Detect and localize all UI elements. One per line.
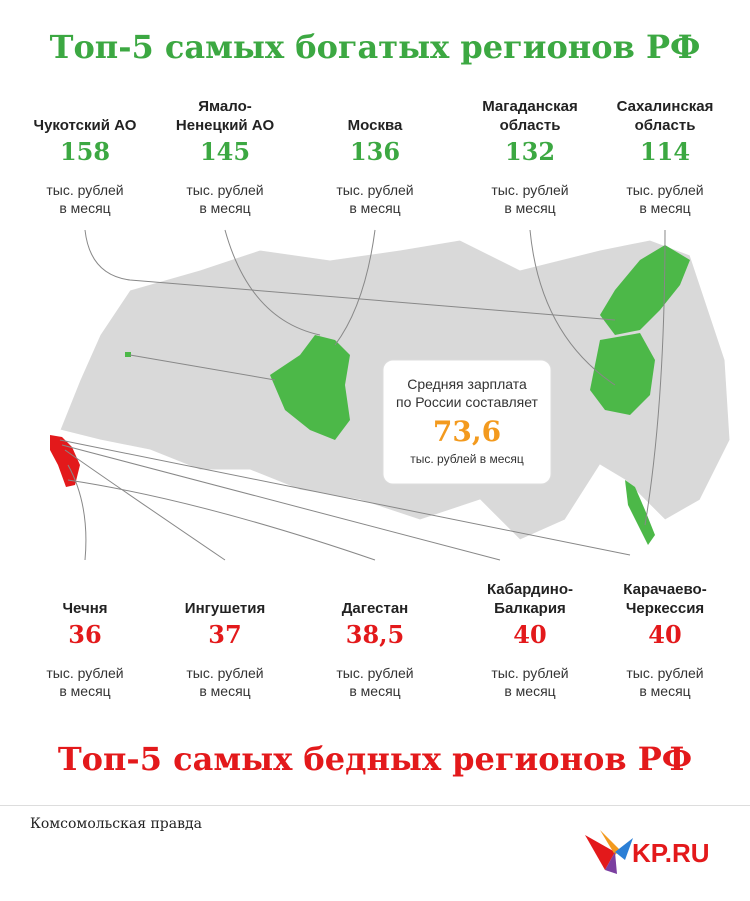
average-unit: тыс. рублей в месяц: [410, 452, 524, 466]
region-item: Москва 136 тыс. рублей в месяц: [300, 95, 450, 225]
region-value: 37: [208, 620, 242, 649]
region-value: 136: [349, 137, 401, 166]
average-box: [382, 359, 552, 485]
region-unit: тыс. рублей в месяц: [491, 665, 569, 699]
title-rich: Топ-5 самых богатых регионов РФ: [49, 28, 701, 66]
region-name: Кабардино- Балкария: [486, 581, 574, 617]
region-name: Ямало- Ненецкий АО: [175, 98, 275, 134]
region-magadan: [590, 333, 655, 415]
region-value: 158: [59, 137, 111, 166]
leader-lines: [59, 229, 666, 561]
separator: [0, 805, 750, 806]
region-item: Дагестан 38,5 тыс. рублей в месяц: [300, 578, 450, 708]
region-name: Магаданская область: [482, 98, 578, 134]
region-name: Ингушетия: [184, 600, 266, 617]
region-name: Карачаево- Черкессия: [623, 581, 707, 617]
region-value: 114: [639, 137, 691, 166]
region-yamal: [270, 335, 350, 440]
region-unit: тыс. рублей в месяц: [626, 182, 704, 216]
logo: KP.RU: [632, 838, 710, 868]
region-item: Ингушетия 37 тыс. рублей в месяц: [150, 578, 300, 708]
region-name: Сахалинская область: [616, 98, 714, 134]
region-value: 145: [199, 137, 251, 166]
region-unit: тыс. рублей в месяц: [46, 182, 124, 216]
region-item: Сахалинская область 114 тыс. рублей в меся…: [590, 95, 740, 225]
region-value: 132: [504, 137, 556, 166]
logo-bird: [585, 830, 633, 874]
region-item: Кабардино- Балкария 40 тыс. рублей в месяц: [455, 578, 605, 708]
region-item: Магаданская область 132 тыс. рублей в меся…: [455, 95, 605, 225]
region-unit: тыс. рублей в месяц: [336, 182, 414, 216]
region-unit: тыс. рублей в месяц: [186, 182, 264, 216]
region-value: 40: [648, 620, 682, 649]
region-moscow: [125, 352, 131, 357]
region-unit: тыс. рублей в месяц: [46, 665, 124, 699]
region-chukotka: [600, 245, 690, 335]
region-name: Москва: [347, 117, 403, 134]
region-name: Чукотский АО: [33, 117, 137, 134]
region-unit: тыс. рублей в месяц: [626, 665, 704, 699]
average-value: 73,6: [432, 415, 502, 448]
region-unit: тыс. рублей в месяц: [336, 665, 414, 699]
average-box-bg: [382, 359, 552, 485]
title-poor: Топ-5 самых бедных регионов РФ: [57, 740, 693, 778]
region-unit: тыс. рублей в месяц: [186, 665, 264, 699]
average-label: Средняя зарплата по России составляет: [396, 376, 538, 410]
source: Комсомольская правда: [30, 816, 202, 832]
region-name: Чечня: [62, 600, 108, 617]
region-unit: тыс. рублей в месяц: [491, 182, 569, 216]
region-item: Карачаево- Черкессия 40 тыс. рублей в меся…: [590, 578, 740, 708]
region-value: 36: [68, 620, 102, 649]
region-sakhalin: [625, 480, 655, 545]
region-name: Дагестан: [341, 600, 409, 617]
average: Средняя зарплата по России составляет 73…: [383, 375, 551, 466]
region-value: 40: [513, 620, 547, 649]
region-value: 38,5: [345, 620, 405, 649]
region-item: Ямало- Ненецкий АО 145 тыс. рублей в месяц: [150, 95, 300, 225]
map: [50, 229, 731, 561]
region-item: Чечня 36 тыс. рублей в месяц: [10, 578, 160, 708]
region-item: Чукотский АО 158 тыс. рублей в месяц: [10, 95, 160, 225]
